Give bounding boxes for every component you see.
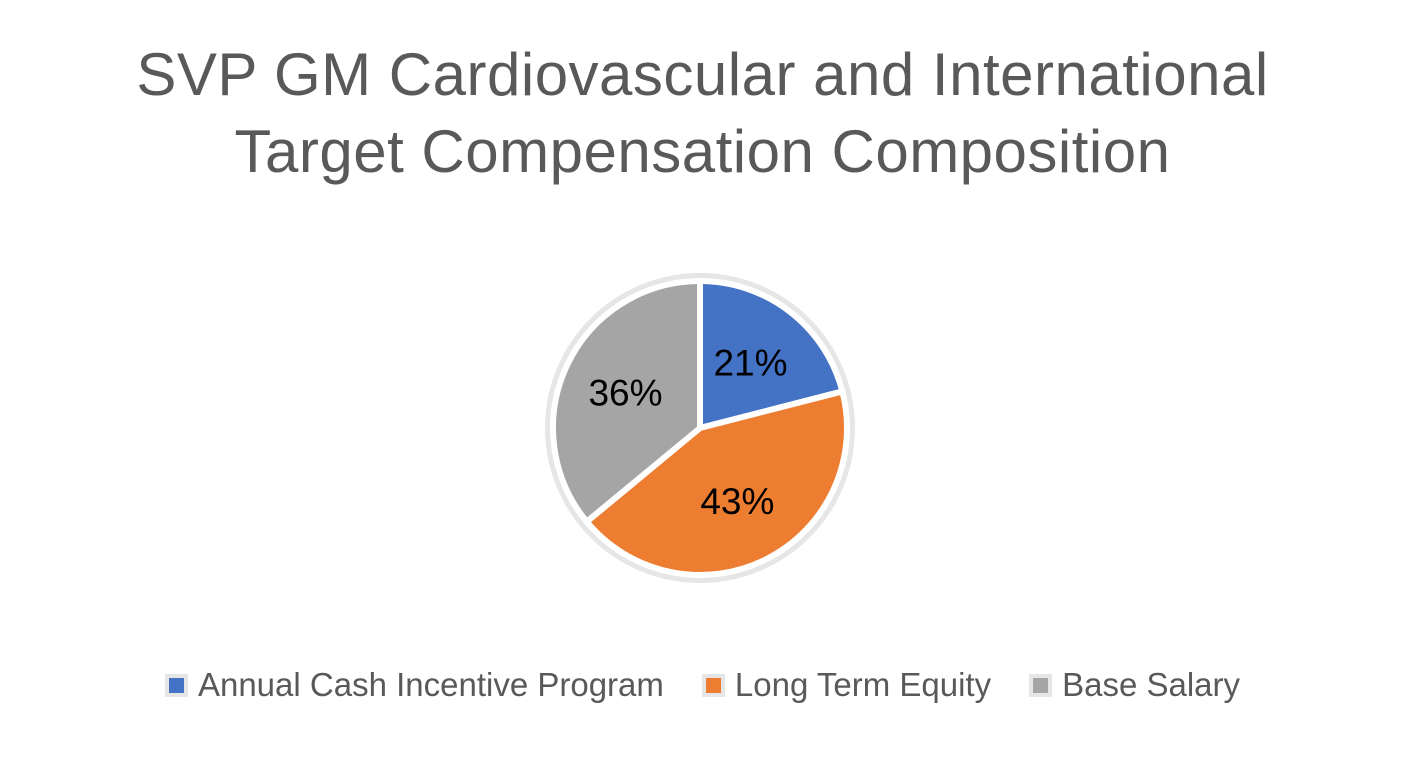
pie-slice-base-salary bbox=[550, 278, 703, 525]
legend-marker-pad bbox=[164, 673, 188, 697]
legend-label: Annual Cash Incentive Program bbox=[197, 666, 664, 703]
pie-slice-annual-cash-incentive-program bbox=[697, 278, 846, 431]
legend-marker-icon bbox=[705, 677, 721, 693]
legend-marker-pad bbox=[701, 673, 725, 697]
chart-title: SVP GM Cardiovascular and International … bbox=[0, 36, 1405, 190]
chart-title-line-2: Target Compensation Composition bbox=[234, 118, 1171, 185]
legend-item-annual-cash-incentive-program: Annual Cash Incentive Program bbox=[164, 666, 664, 704]
legend-item-long-term-equity: Long Term Equity bbox=[701, 666, 992, 704]
pie-slice-label-annual-cash-incentive-program: 21% bbox=[713, 343, 787, 384]
pie-slice-label-base-salary: 36% bbox=[588, 372, 662, 413]
legend: Annual Cash Incentive Program Long Term E… bbox=[0, 666, 1405, 704]
pie-chart: 21% 43% 36% bbox=[545, 273, 855, 583]
legend-label: Base Salary bbox=[1062, 666, 1241, 703]
legend-marker-icon bbox=[168, 677, 184, 693]
pie-slice-label-long-term-equity: 43% bbox=[700, 481, 774, 522]
legend-marker-icon bbox=[1033, 677, 1049, 693]
legend-marker-pad bbox=[1029, 673, 1053, 697]
chart-title-line-1: SVP GM Cardiovascular and International bbox=[136, 41, 1269, 108]
pie-slice-long-term-equity bbox=[583, 388, 850, 579]
legend-label: Long Term Equity bbox=[734, 666, 992, 703]
legend-item-base-salary: Base Salary bbox=[1029, 666, 1240, 704]
